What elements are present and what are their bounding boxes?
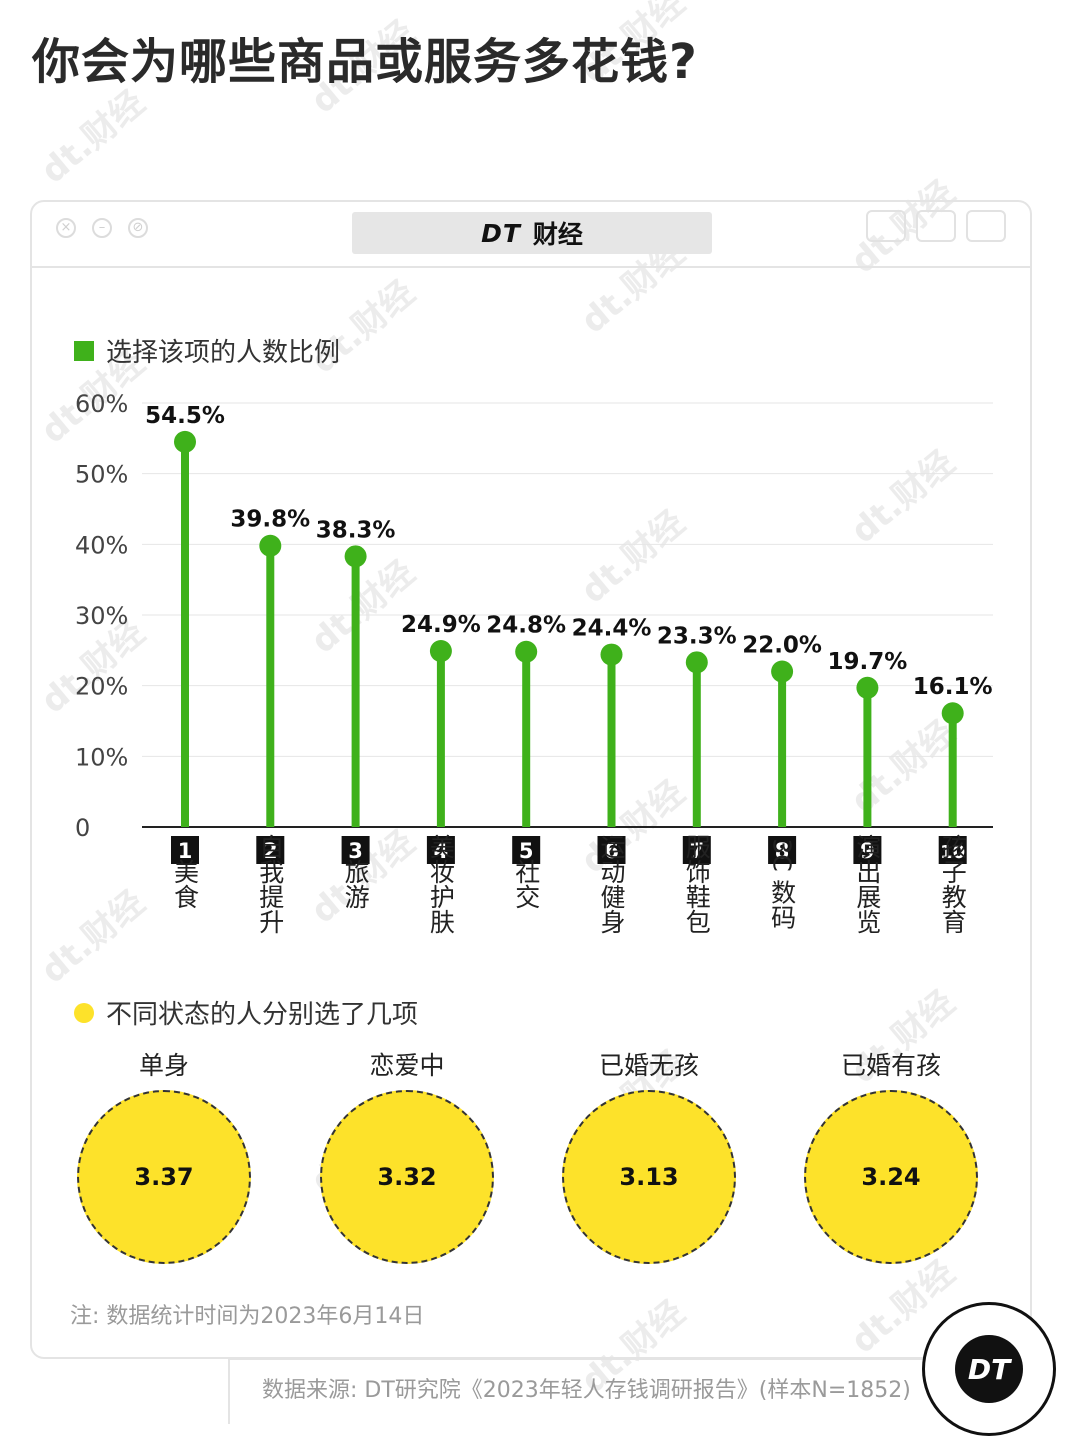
- data-label: 24.9%: [401, 612, 481, 638]
- lollipop-dot: [515, 640, 538, 663]
- rank-badge: [512, 836, 541, 864]
- category-label: 3C 数码: [768, 838, 797, 929]
- maximize-icon[interactable]: ⊘: [128, 218, 148, 238]
- y-tick-label: 0: [75, 814, 90, 842]
- minimize-icon[interactable]: –: [92, 218, 112, 238]
- dt-logo: DT: [922, 1302, 1056, 1436]
- status-label-dating: 恋爱中: [369, 1051, 445, 1080]
- rank-badge: [682, 836, 711, 864]
- legend-dot: [74, 1002, 94, 1023]
- data-label: 24.4%: [572, 616, 652, 642]
- brand-bar: DT 财经: [352, 212, 712, 254]
- status-legend-label: 不同状态的人分别选了几项: [106, 1000, 419, 1030]
- lollipop-dot: [771, 660, 794, 683]
- data-label: 16.1%: [913, 674, 993, 700]
- status-label-single: 单身: [138, 1051, 189, 1080]
- status-legend: 不同状态的人分别选了几项: [74, 994, 418, 1031]
- category-label: 社交: [512, 859, 541, 909]
- rank-badge: [853, 836, 882, 864]
- lollipop-dot: [429, 640, 452, 663]
- close-icon[interactable]: ×: [56, 218, 76, 238]
- legend-swatch: [74, 340, 94, 361]
- data-label: 22.0%: [742, 633, 822, 659]
- data-source: 数据来源: DT研究院《2023年轻人存钱调研报告》(样本N=1852): [262, 1378, 911, 1403]
- rank-number: 9: [860, 839, 875, 863]
- category-label: 美食: [171, 859, 200, 909]
- category-label: 服饰鞋包: [682, 834, 711, 934]
- category-label: 演出展览: [853, 834, 882, 934]
- rank-number: 4: [434, 839, 449, 863]
- status-value: 3.37: [134, 1163, 194, 1191]
- category-label: 孩子教育: [938, 834, 967, 934]
- brand-logo-text: DT: [481, 218, 521, 248]
- lollipop-dot: [174, 430, 196, 453]
- lollipop-dot: [259, 534, 282, 557]
- rank-badge: [768, 836, 797, 864]
- status-circle-married-kids: 3.24: [804, 1090, 978, 1264]
- lollipop-dot: [685, 651, 708, 674]
- status-value: 3.13: [619, 1163, 679, 1191]
- legend-label: 选择该项的人数比例: [106, 338, 341, 368]
- y-tick-label: 20%: [75, 673, 128, 701]
- y-tick-label: 40%: [75, 531, 128, 559]
- page-title: 你会为哪些商品或服务多花钱?: [32, 34, 698, 90]
- rank-badge: [256, 836, 285, 864]
- source-strip: [228, 1358, 930, 1424]
- rank-number: 8: [775, 839, 790, 863]
- lollipop-dot: [941, 702, 964, 725]
- y-tick-label: 10%: [75, 743, 128, 771]
- rank-badge: [171, 836, 199, 864]
- browser-frame: × – ⊘ DT 财经: [30, 200, 1032, 1359]
- category-label: 运动健身: [597, 834, 626, 934]
- data-label: 38.3%: [316, 517, 396, 543]
- rank-number: 7: [689, 839, 704, 863]
- y-tick-label: 60%: [75, 390, 128, 418]
- lollipop-dot: [856, 676, 879, 699]
- chart-legend: 选择该项的人数比例: [74, 332, 340, 369]
- y-tick-label: 50%: [75, 461, 128, 489]
- rank-number: 10: [940, 842, 965, 863]
- data-label: 19.7%: [828, 649, 908, 675]
- window-button[interactable]: [966, 210, 1006, 242]
- dt-logo-mark: DT: [955, 1335, 1023, 1403]
- rank-number: 3: [348, 839, 363, 863]
- rank-badge: [426, 836, 455, 864]
- rank-number: 2: [263, 839, 278, 863]
- category-label: 自我提升: [256, 834, 285, 934]
- rank-number: 1: [178, 839, 193, 863]
- share-button[interactable]: [916, 210, 956, 242]
- rank-badge: [341, 836, 370, 864]
- data-label: 23.3%: [657, 623, 737, 649]
- record-button[interactable]: [866, 210, 906, 242]
- footnote: 注: 数据统计时间为2023年6月14日: [70, 1304, 425, 1329]
- status-value: 3.32: [377, 1163, 437, 1191]
- data-label: 24.8%: [486, 613, 566, 639]
- rank-badge: [597, 836, 626, 864]
- category-label: 旅游: [341, 859, 370, 909]
- lollipop-dot: [344, 545, 367, 568]
- window-titlebar: × – ⊘ DT 财经: [32, 202, 1030, 268]
- data-label: 39.8%: [230, 507, 310, 533]
- status-label-married-no-kids: 已婚无孩: [598, 1051, 699, 1080]
- y-tick-label: 30%: [75, 602, 128, 630]
- status-circle-single: 3.37: [77, 1090, 251, 1264]
- status-value: 3.24: [861, 1163, 921, 1191]
- category-label: 美妆护肤: [426, 834, 455, 934]
- brand-name: 财经: [532, 220, 583, 249]
- status-circle-dating: 3.32: [320, 1090, 494, 1264]
- status-circle-married-no-kids: 3.13: [562, 1090, 736, 1264]
- rank-badge: [938, 836, 967, 864]
- rank-number: 6: [604, 839, 619, 863]
- lollipop-dot: [600, 643, 623, 666]
- rank-number: 5: [519, 839, 534, 863]
- data-label: 54.5%: [145, 403, 225, 429]
- status-label-married-kids: 已婚有孩: [840, 1051, 941, 1080]
